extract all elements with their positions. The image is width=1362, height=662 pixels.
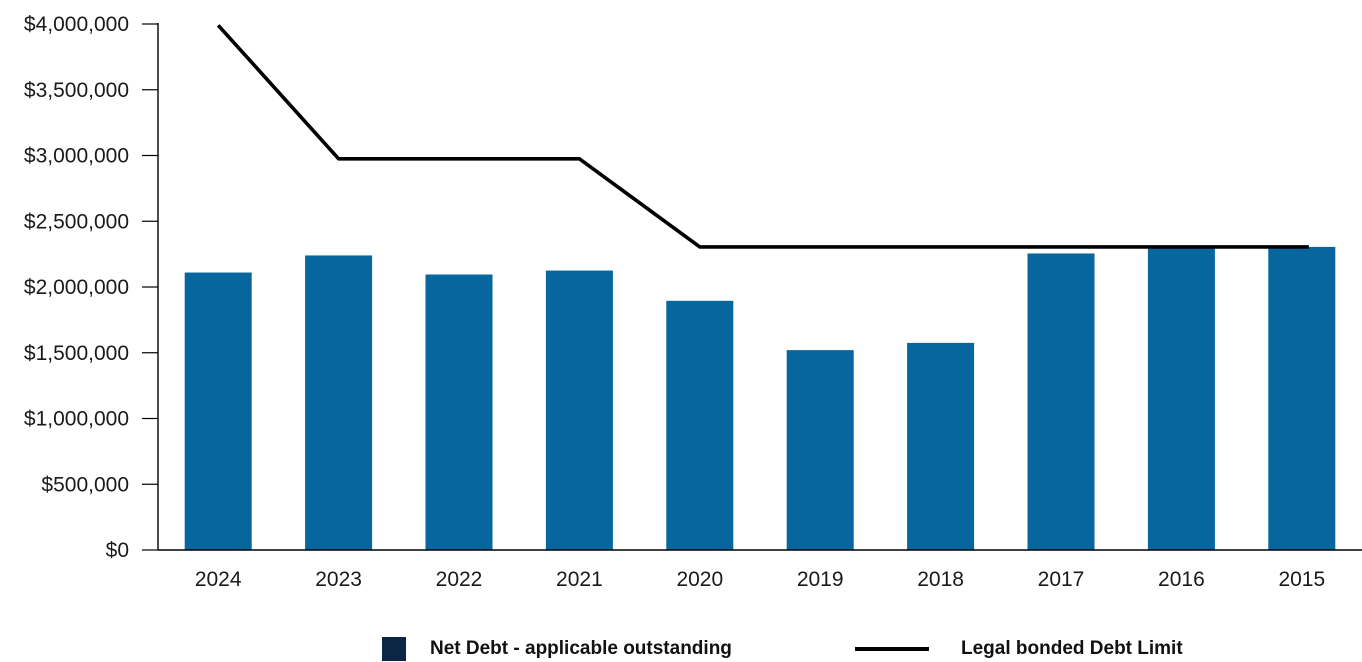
legend-label-net-debt: Net Debt - applicable outstanding — [430, 638, 732, 659]
line-series — [216, 24, 1309, 249]
bar-2020 — [666, 300, 734, 550]
axes — [157, 23, 1362, 551]
x-tick-label: 2017 — [1038, 568, 1085, 591]
bar-2019 — [786, 350, 854, 550]
y-tick-label: $2,000,000 — [24, 276, 129, 299]
x-axis-ticks: 2024 2023 2022 2021 2020 2019 2018 2017 2016 2015 — [195, 568, 1325, 591]
bar-2017 — [1027, 253, 1095, 550]
legend-line-swatch — [855, 647, 929, 651]
y-tick-label: $3,000,000 — [24, 145, 129, 168]
bar-2023 — [305, 255, 373, 550]
bar-2018 — [907, 342, 975, 550]
legend-bar-swatch — [382, 637, 406, 661]
bar-2016 — [1147, 246, 1215, 550]
bar-2024 — [184, 272, 252, 550]
y-tick-label: $1,000,000 — [24, 408, 129, 431]
y-tick-label: $1,500,000 — [24, 342, 129, 365]
debt-chart: $0 $500,000 $1,000,000 $1,500,000 $2,000,000… — [24, 13, 1362, 591]
legend-item-net-debt: Net Debt - applicable outstanding — [382, 636, 732, 662]
x-tick-label: 2018 — [917, 568, 964, 591]
x-tick-label: 2021 — [556, 568, 603, 591]
legend-label-debt-limit: Legal bonded Debt Limit — [961, 638, 1183, 659]
x-tick-label: 2022 — [436, 568, 483, 591]
x-tick-label: 2015 — [1278, 568, 1325, 591]
legend-item-debt-limit: Legal bonded Debt Limit — [855, 636, 1183, 662]
x-tick-label: 2016 — [1158, 568, 1205, 591]
x-tick-label: 2020 — [676, 568, 723, 591]
bar-2022 — [425, 274, 493, 550]
y-tick-label: $3,500,000 — [24, 79, 129, 102]
bar-2015 — [1268, 246, 1336, 550]
x-tick-label: 2024 — [195, 568, 242, 591]
x-tick-label: 2019 — [797, 568, 844, 591]
debt-limit-line — [216, 24, 1309, 249]
bar-series — [184, 246, 1336, 550]
x-tick-label: 2023 — [315, 568, 362, 591]
y-tick-label: $4,000,000 — [24, 13, 129, 36]
bar-2021 — [545, 270, 613, 550]
y-tick-label: $0 — [106, 539, 129, 562]
y-tick-label: $500,000 — [41, 473, 129, 496]
y-axis-ticks: $0 $500,000 $1,000,000 $1,500,000 $2,000,000… — [24, 13, 158, 562]
y-tick-label: $2,500,000 — [24, 210, 129, 233]
